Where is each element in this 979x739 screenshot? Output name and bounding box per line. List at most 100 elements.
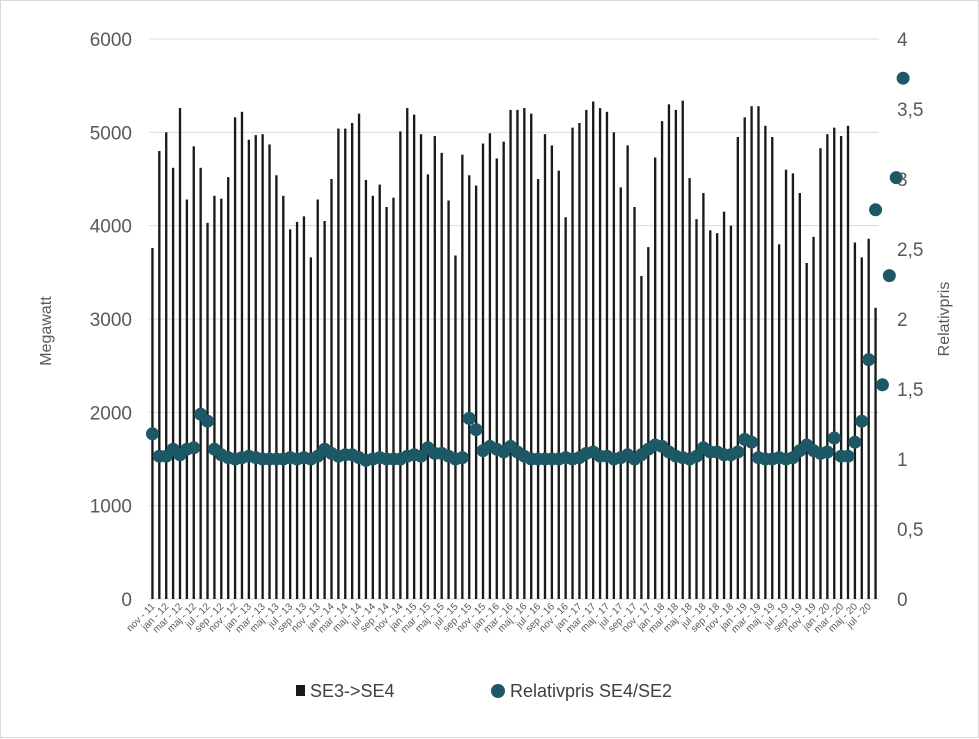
bar [192,146,195,599]
bar [350,123,354,599]
bar [640,276,643,599]
bar [461,154,464,600]
dot [855,414,869,428]
bar [750,106,753,599]
y-tick-right: 1 [897,450,908,471]
dot [889,171,903,185]
bar [247,139,251,600]
bar [550,145,554,599]
bar [227,177,230,599]
bar [833,127,836,600]
bar [722,211,726,600]
legend-bar-label: SE3->SE4 [310,681,395,701]
bar [371,195,374,600]
legend: SE3->SE4 Relativpris SE4/SE2 [296,681,672,701]
bar [571,127,574,600]
dot [145,427,159,441]
bar [385,207,388,599]
y-tick-left: 4000 [90,217,132,238]
bar [412,114,416,599]
bar [771,137,774,599]
bar [812,236,815,599]
bar [660,121,664,599]
bar [440,152,443,599]
bar [158,151,161,599]
dot [469,423,483,437]
dot [862,353,876,367]
bar [309,257,313,599]
bar [819,148,822,599]
dot-series [145,71,910,467]
bar [592,101,595,599]
dot [827,431,841,445]
bar [564,217,567,599]
dot [187,441,201,455]
bar [364,179,368,599]
bar [178,108,182,599]
dot [875,378,889,392]
bar [578,123,581,599]
bar [633,207,636,599]
y-tick-right: 0 [897,590,908,611]
y-tick-right: 0,5 [897,520,923,541]
dot [869,203,883,217]
bar [585,109,588,600]
bar [839,136,843,599]
dot [745,435,759,449]
bar [295,221,299,599]
bar [509,109,512,600]
bar [729,225,733,600]
bar [344,128,347,599]
bar [468,175,471,599]
bar [543,134,547,599]
bar [805,263,808,599]
bar [516,109,519,600]
y-tick-left: 1000 [90,497,132,518]
bar [764,125,767,600]
bar [171,167,175,600]
y-tick-right: 2 [897,310,908,331]
y-tick-left: 6000 [90,30,132,51]
dot [820,445,834,459]
bar [681,100,684,599]
y-tick-right: 2,5 [897,240,923,261]
bar [330,179,333,599]
bar [474,185,478,599]
dot [848,435,862,449]
y-axis-title-right: Relativpris [936,282,953,357]
bar [709,230,712,599]
bar [275,175,278,599]
dot [455,451,469,465]
y-tick-right: 3,5 [897,100,923,121]
bar [598,108,602,599]
dot [731,445,745,459]
bar [702,193,705,599]
bar [612,132,616,599]
bar [323,221,326,599]
bar [378,184,381,599]
bar [798,193,801,599]
bar [289,229,292,599]
bar [433,136,436,599]
bar [495,158,498,599]
bar [399,131,402,599]
bar [406,108,409,599]
bar [860,257,863,599]
bar [240,111,244,600]
legend-dot-label: Relativpris SE4/SE2 [510,681,672,701]
bar [254,135,257,599]
bar [233,117,237,600]
dot [896,71,910,85]
bar [316,199,319,599]
left-axis-ticks: 0 1000 2000 3000 4000 5000 6000 [90,30,132,611]
dot [201,414,215,428]
bar [185,199,189,599]
bar [784,169,788,600]
bar [199,167,202,600]
bar [481,143,485,599]
bar [647,247,650,599]
bar [419,134,423,599]
bar [536,179,540,599]
